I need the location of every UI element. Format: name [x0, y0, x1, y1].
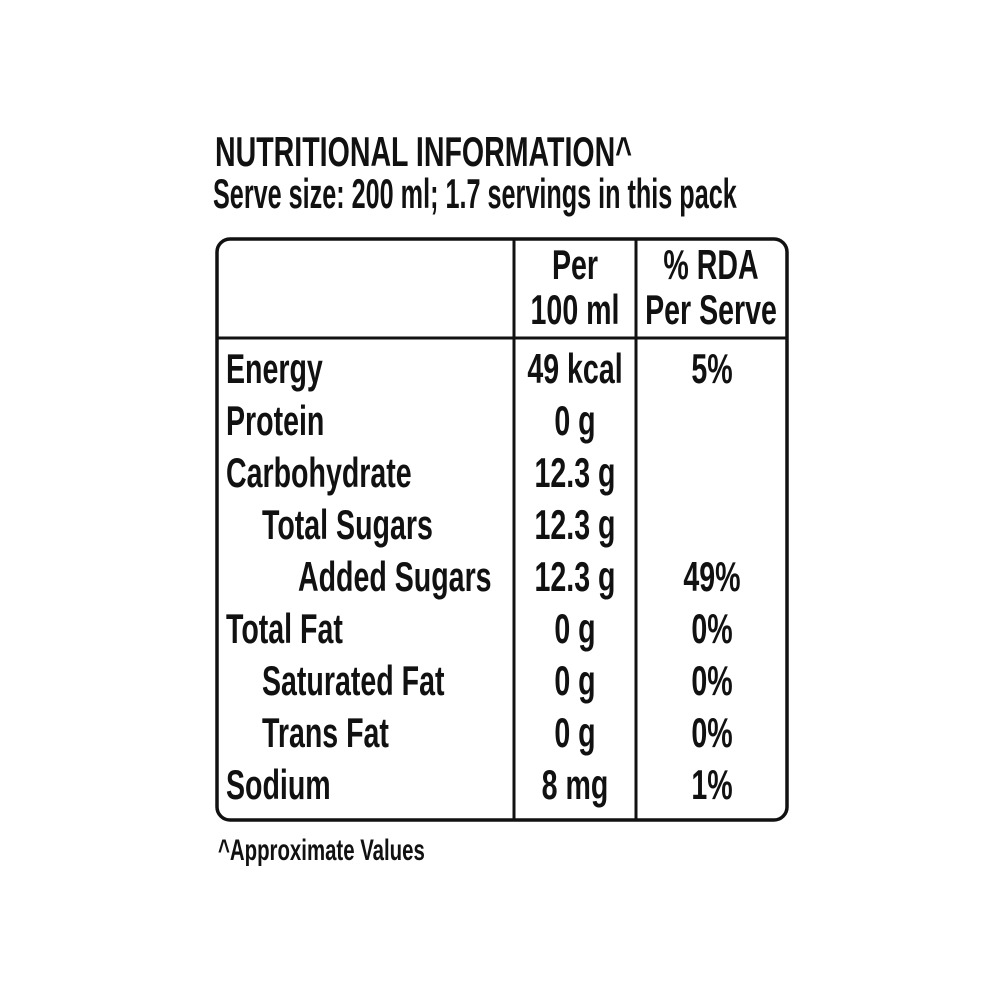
per-100ml-value: 0 g [554, 708, 595, 756]
per-100ml-value: 12.3 g [535, 500, 616, 548]
column-header: % RDA [663, 240, 758, 288]
per-100ml-value: 49 kcal [527, 344, 622, 392]
rda-value: 0% [691, 708, 732, 756]
per-100ml-value: 0 g [554, 656, 595, 704]
per-100ml-value: 0 g [554, 396, 595, 444]
rda-value: 1% [691, 760, 732, 808]
nutrient-name: Trans Fat [262, 708, 389, 756]
per-100ml-value: 12.3 g [535, 448, 616, 496]
nutrient-name: Protein [226, 396, 324, 444]
rda-value: 5% [691, 344, 732, 392]
per-100ml-value: 12.3 g [535, 552, 616, 600]
table-border [215, 237, 789, 822]
per-100ml-value: 8 mg [542, 760, 609, 808]
column-header: 100 ml [531, 285, 620, 333]
nutrient-name: Sodium [226, 760, 331, 808]
rda-value: 0% [691, 604, 732, 652]
per-100ml-value: 0 g [554, 604, 595, 652]
column-header: Per [552, 240, 598, 288]
rda-value: 0% [691, 656, 732, 704]
nutrient-name: Saturated Fat [262, 656, 444, 704]
rda-value: 49% [683, 552, 740, 600]
nutrient-name: Energy [226, 344, 323, 392]
serve-size: Serve size: 200 ml; 1.7 servings in this… [213, 172, 737, 218]
nutrient-name: Total Sugars [262, 500, 433, 548]
nutrient-name: Carbohydrate [226, 448, 412, 496]
column-header: Per Serve [645, 285, 777, 333]
nutrient-name: Added Sugars [298, 552, 492, 600]
footnote: ^Approximate Values [218, 834, 425, 867]
title: NUTRITIONAL INFORMATION^ [215, 127, 632, 175]
nutrient-name: Total Fat [226, 604, 343, 652]
